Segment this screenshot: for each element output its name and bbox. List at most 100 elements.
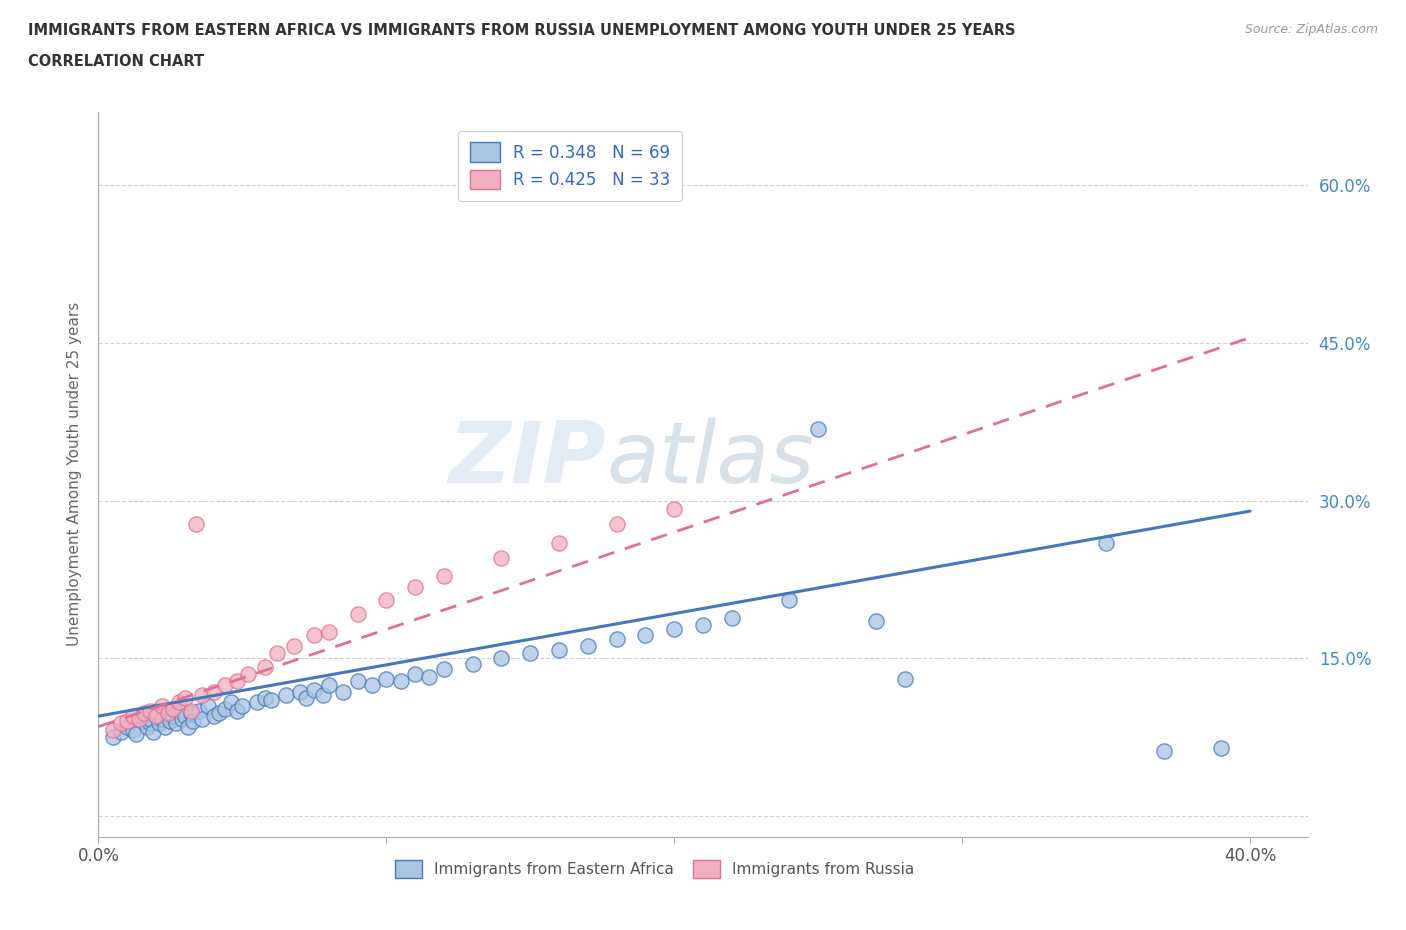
Legend: Immigrants from Eastern Africa, Immigrants from Russia: Immigrants from Eastern Africa, Immigran… [388, 854, 921, 883]
Point [156, 706, 179, 721]
Point [150, 698, 173, 713]
Point [1095, 535, 1118, 550]
Point [134, 706, 156, 721]
Point [219, 695, 242, 710]
Point [101, 730, 124, 745]
Point [110, 716, 132, 731]
Point [304, 628, 326, 643]
Point [318, 677, 340, 692]
Point [548, 643, 571, 658]
Y-axis label: Unemployment Among Youth under 25 years: Unemployment Among Youth under 25 years [67, 302, 83, 646]
Point [433, 569, 456, 584]
Point [176, 719, 198, 734]
Point [202, 709, 225, 724]
Point [389, 674, 412, 689]
Point [576, 638, 599, 653]
Point [208, 706, 231, 721]
Point [246, 695, 269, 710]
Point [225, 674, 247, 689]
Point [664, 501, 686, 516]
Point [162, 701, 184, 716]
Text: ZIP: ZIP [449, 418, 606, 501]
Point [461, 656, 484, 671]
Point [254, 659, 277, 674]
Point [173, 709, 195, 724]
Point [180, 706, 202, 721]
Point [266, 645, 288, 660]
Point [139, 716, 162, 731]
Point [404, 667, 426, 682]
Point [128, 711, 150, 726]
Point [318, 625, 340, 640]
Point [153, 719, 176, 734]
Point [375, 593, 398, 608]
Point [288, 684, 311, 699]
Point [125, 726, 148, 741]
Text: atlas: atlas [606, 418, 814, 501]
Point [139, 703, 162, 718]
Point [183, 714, 205, 729]
Point [548, 535, 571, 550]
Point [361, 677, 384, 692]
Point [332, 684, 354, 699]
Point [186, 516, 208, 531]
Point [191, 711, 214, 726]
Point [283, 638, 305, 653]
Point [162, 709, 184, 724]
Point [634, 628, 657, 643]
Point [260, 693, 283, 708]
Point [115, 719, 138, 734]
Point [346, 606, 368, 621]
Point [236, 667, 259, 682]
Point [202, 684, 225, 699]
Point [418, 670, 440, 684]
Point [180, 703, 202, 718]
Point [720, 611, 742, 626]
Point [294, 691, 316, 706]
Point [692, 618, 714, 632]
Point [115, 714, 138, 729]
Point [807, 421, 830, 436]
Point [254, 691, 277, 706]
Point [156, 706, 179, 721]
Point [148, 716, 170, 731]
Point [131, 709, 153, 724]
Point [214, 701, 236, 716]
Point [304, 683, 326, 698]
Text: Source: ZipAtlas.com: Source: ZipAtlas.com [1244, 23, 1378, 36]
Point [110, 724, 132, 739]
Point [101, 723, 124, 737]
Text: IMMIGRANTS FROM EASTERN AFRICA VS IMMIGRANTS FROM RUSSIA UNEMPLOYMENT AMONG YOUT: IMMIGRANTS FROM EASTERN AFRICA VS IMMIGR… [28, 23, 1015, 38]
Point [1153, 743, 1175, 758]
Point [142, 724, 165, 739]
Point [865, 614, 887, 629]
Point [145, 709, 167, 724]
Point [197, 698, 219, 713]
Point [165, 716, 187, 731]
Point [136, 719, 159, 734]
Point [606, 516, 628, 531]
Point [606, 631, 628, 646]
Point [404, 579, 426, 594]
Point [131, 714, 153, 729]
Point [312, 687, 335, 702]
Point [214, 677, 236, 692]
Point [346, 674, 368, 689]
Point [778, 593, 800, 608]
Point [145, 703, 167, 718]
Point [167, 703, 190, 718]
Point [173, 691, 195, 706]
Text: CORRELATION CHART: CORRELATION CHART [28, 54, 204, 69]
Point [1211, 740, 1233, 755]
Point [893, 671, 915, 686]
Point [159, 714, 181, 729]
Point [122, 709, 145, 724]
Point [139, 711, 162, 726]
Point [375, 671, 398, 686]
Point [191, 687, 214, 702]
Point [231, 698, 253, 713]
Point [145, 709, 167, 724]
Point [433, 661, 456, 676]
Point [491, 651, 513, 666]
Point [122, 723, 145, 737]
